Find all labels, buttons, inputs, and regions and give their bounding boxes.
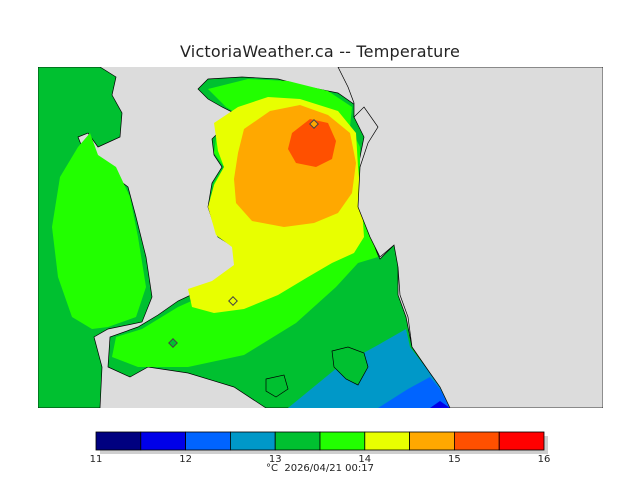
legend-tick-label: 15 <box>448 454 461 465</box>
map-title: VictoriaWeather.ca -- Temperature <box>180 42 460 61</box>
navy-band <box>430 401 450 408</box>
legend-tick-label: 16 <box>538 454 551 465</box>
station-marker <box>168 338 178 348</box>
blue-band <box>378 377 450 408</box>
legend-swatch <box>95 431 142 451</box>
legend-tick-label: 12 <box>179 454 192 465</box>
red-orange-core <box>288 119 336 167</box>
legend-tick-label: 11 <box>90 454 103 465</box>
legend-swatch <box>229 431 276 451</box>
legend-tick-label: 14 <box>358 454 371 465</box>
island-small <box>331 346 369 386</box>
legend-swatch <box>364 431 410 451</box>
legend-swatch <box>498 431 545 451</box>
west-green-lobe <box>52 133 146 329</box>
unit-label: °C <box>266 463 278 474</box>
legend-caption: °C 2026/04/21 00:17 <box>0 463 640 474</box>
island-tiny <box>265 374 289 398</box>
legend-swatch <box>409 431 455 451</box>
station-marker <box>228 296 238 306</box>
station-marker <box>309 119 319 129</box>
legend-swatch <box>453 431 500 451</box>
timestamp: 2026/04/21 00:17 <box>284 463 374 474</box>
east-land <box>337 67 603 408</box>
legend-swatch <box>319 431 366 451</box>
legend-tick-label: 13 <box>269 454 282 465</box>
legend-swatch <box>274 431 321 451</box>
legend-swatch <box>185 431 231 451</box>
legend-swatch <box>140 431 187 451</box>
temperature-map <box>38 67 603 408</box>
